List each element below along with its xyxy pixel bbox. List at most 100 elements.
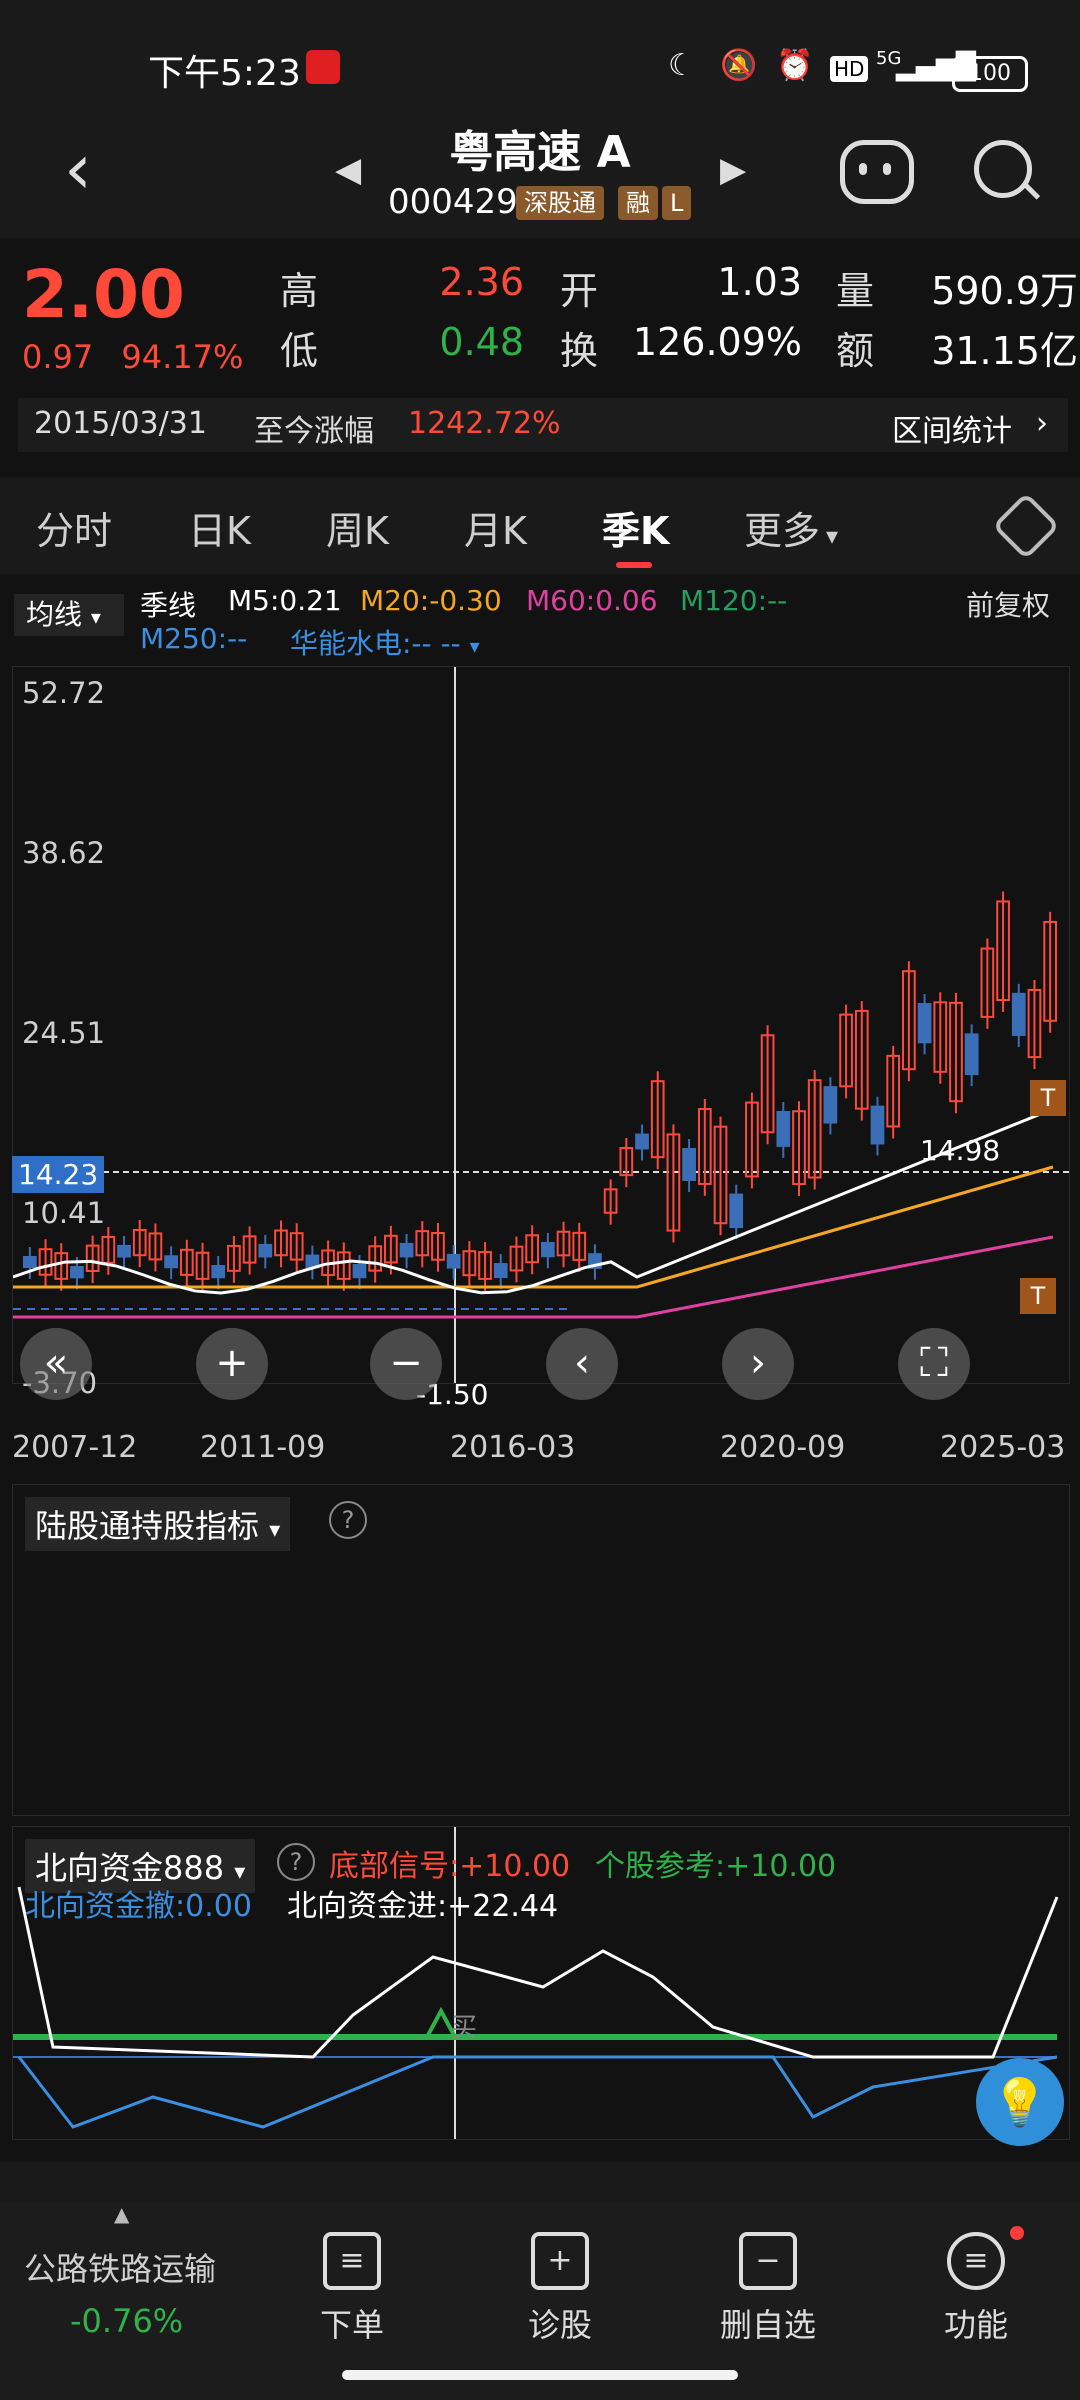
search-icon[interactable] xyxy=(974,140,1032,198)
candle-body xyxy=(933,1001,948,1073)
x-tick-3: 2020-09 xyxy=(720,1430,846,1465)
indicator2-select[interactable]: 北向资金888 ▾ xyxy=(25,1839,256,1893)
prev-stock-button[interactable]: ◀ xyxy=(335,150,362,190)
north-in-value: 北向资金进:+22.44 xyxy=(287,1889,559,1924)
bottom-signal: 底部信号:+10.00 xyxy=(329,1849,571,1884)
candle-body xyxy=(572,1231,587,1261)
candle-body xyxy=(70,1266,84,1279)
ma5-line xyxy=(13,1107,1054,1295)
scroll-left-button[interactable]: ‹ xyxy=(546,1328,618,1400)
candle-body xyxy=(415,1230,430,1257)
settings-gear-icon[interactable] xyxy=(992,492,1060,560)
candle-body xyxy=(839,1013,853,1088)
tab-intraday[interactable]: 分时 xyxy=(36,509,113,553)
candle-body xyxy=(132,1228,147,1257)
tab-more-label: 更多 xyxy=(744,509,821,553)
help-icon[interactable]: ? xyxy=(277,1843,315,1881)
change-value: 0.97 xyxy=(22,338,94,376)
nav-diagnose-label: 诊股 xyxy=(527,2306,592,2344)
open-label: 开 xyxy=(560,269,599,313)
range-stat-bar[interactable]: 2015/03/31 至今涨幅 1242.72% 区间统计 › xyxy=(18,398,1068,452)
tab-weekly-k[interactable]: 周K xyxy=(326,509,389,553)
t-marker-bottom[interactable]: T xyxy=(1020,1278,1056,1314)
back-button[interactable]: ‹ xyxy=(64,128,92,210)
next-stock-button[interactable]: ▶ xyxy=(720,150,747,190)
candle-body xyxy=(336,1251,351,1280)
adjust-mode[interactable]: 前复权 xyxy=(966,589,1051,622)
candle-body xyxy=(117,1244,131,1258)
candle-body xyxy=(588,1253,602,1269)
period-tabs: 分时 日K 周K 月K 季K 更多 ▾ xyxy=(0,478,1080,574)
north-holding-indicator-panel[interactable]: 陆股通持股指标 ▾ ? xyxy=(12,1484,1070,1816)
candle-body xyxy=(148,1232,163,1261)
fullscreen-button[interactable]: ⛶ xyxy=(898,1328,970,1400)
candle-body xyxy=(242,1235,257,1264)
range-stat-link[interactable]: 区间统计 xyxy=(892,414,1012,449)
range-date: 2015/03/31 xyxy=(34,406,207,441)
status-bar: 下午5:23 ☾ 🔕 ⏰ HD 5G ▂▄▆█ 100 xyxy=(0,0,1080,110)
high-label: 高 xyxy=(280,269,319,313)
legend-compare[interactable]: 华能水电:-- -- ▾ xyxy=(290,622,480,662)
ma-type-select[interactable]: 均线 ▾ xyxy=(14,594,124,636)
notification-dot xyxy=(1010,2226,1024,2240)
x-tick-0: 2007-12 xyxy=(12,1430,138,1465)
candle-body xyxy=(619,1147,634,1177)
candle-body xyxy=(211,1265,226,1279)
amount-label: 额 xyxy=(836,329,875,373)
candle-body xyxy=(446,1253,461,1269)
compare-label: 华能水电:-- -- xyxy=(290,627,461,660)
north-out-line xyxy=(17,2055,1058,2129)
candle-body xyxy=(384,1234,398,1264)
t-marker-top[interactable]: T xyxy=(1030,1080,1066,1116)
candle-body xyxy=(697,1107,712,1185)
indicator1-select[interactable]: 陆股通持股指标 ▾ xyxy=(25,1497,291,1551)
scroll-left-fast-button[interactable]: « xyxy=(20,1328,92,1400)
candle-body xyxy=(85,1244,100,1273)
dropdown-icon: ▾ xyxy=(90,605,101,629)
nav-diagnose[interactable]: + 诊股 xyxy=(490,2232,630,2346)
legend-m60: M60:0.06 xyxy=(526,584,658,617)
candle-body xyxy=(949,1001,963,1103)
north-fund-indicator-panel[interactable]: 北向资金888 ▾ ? 底部信号:+10.00 个股参考:+10.00 北向资金… xyxy=(12,1826,1070,2140)
dropdown-icon: ▾ xyxy=(269,1518,281,1543)
legend-m5: M5:0.21 xyxy=(228,584,342,617)
expand-up-icon[interactable]: ▲ xyxy=(114,2202,130,2226)
sector-name[interactable]: 公路铁路运输 xyxy=(24,2250,217,2288)
candle-body xyxy=(666,1133,681,1232)
kline-chart[interactable] xyxy=(12,666,1070,1384)
zoom-in-button[interactable]: + xyxy=(196,1328,268,1400)
candle-body xyxy=(556,1230,571,1257)
active-tab-indicator xyxy=(616,562,652,568)
tab-more[interactable]: 更多 ▾ xyxy=(744,500,838,555)
dropdown-icon: ▾ xyxy=(826,522,839,550)
dropdown-icon: ▾ xyxy=(234,1860,246,1885)
hd-icon: HD xyxy=(830,56,869,82)
nav-order[interactable]: ≡ 下单 xyxy=(282,2232,422,2346)
alarm-icon: ⏰ xyxy=(776,48,814,83)
indicator2-svg xyxy=(13,1827,1059,2139)
price-change: 0.97 94.17% xyxy=(22,338,243,376)
chevron-right-icon: › xyxy=(1036,406,1048,441)
lightbulb-icon[interactable]: 💡 xyxy=(976,2058,1064,2146)
candle-body xyxy=(870,1105,885,1145)
y-tick-2: 24.51 xyxy=(22,1016,106,1050)
tab-monthly-k[interactable]: 月K xyxy=(464,509,527,553)
nav-remove-label: 删自选 xyxy=(719,2306,816,2344)
robot-assistant-icon[interactable] xyxy=(840,140,914,204)
legend-m250: M250:-- xyxy=(140,622,248,655)
change-percent: 94.17% xyxy=(121,338,244,376)
candle-body xyxy=(729,1193,744,1229)
nav-remove-watchlist[interactable]: − 删自选 xyxy=(698,2232,838,2346)
candle-body xyxy=(917,1003,932,1044)
candle-body xyxy=(682,1148,696,1182)
candle-body xyxy=(980,947,995,1018)
stock-code: 000429 xyxy=(388,182,518,222)
nav-functions[interactable]: ≡ 功能 xyxy=(906,2226,1046,2346)
help-icon[interactable]: ? xyxy=(329,1501,367,1539)
zoom-out-button[interactable]: − xyxy=(370,1328,442,1400)
candle-body xyxy=(38,1248,53,1276)
tab-quarterly-k[interactable]: 季K xyxy=(602,509,670,553)
current-price-tag: 14.23 xyxy=(12,1156,105,1193)
scroll-right-button[interactable]: › xyxy=(722,1328,794,1400)
tab-daily-k[interactable]: 日K xyxy=(188,509,251,553)
